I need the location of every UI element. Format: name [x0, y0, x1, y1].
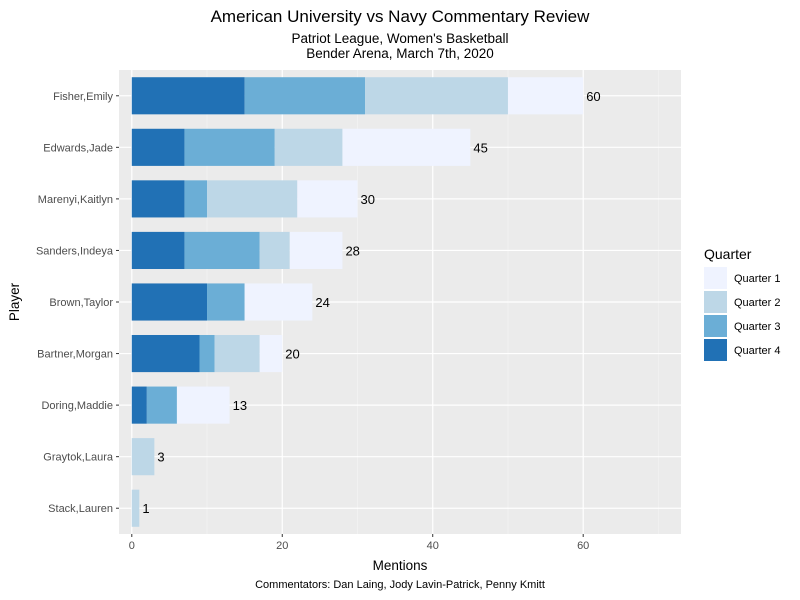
bar-segment — [342, 128, 471, 166]
bar-segment — [207, 283, 245, 321]
bar-segment — [184, 231, 260, 270]
bar-segment — [199, 334, 215, 373]
bar-segment — [131, 283, 208, 321]
legend-key — [704, 339, 727, 361]
y-tick-label: Sanders,Indeya — [36, 245, 114, 257]
bar-segment — [131, 180, 185, 218]
legend-title: Quarter — [704, 246, 752, 262]
bar-segment — [131, 334, 200, 373]
legend-label: Quarter 3 — [734, 321, 780, 333]
legend-label: Quarter 1 — [734, 273, 780, 285]
y-axis-title: Player — [7, 282, 22, 321]
bar-segment — [131, 438, 155, 476]
bar-segment — [207, 180, 298, 218]
bar-segment — [184, 180, 208, 218]
chart-caption: Commentators: Dan Laing, Jody Lavin-Patr… — [255, 579, 545, 591]
bar-segment — [131, 77, 245, 115]
bar-segment — [176, 386, 230, 424]
bar-segment — [244, 283, 313, 321]
legend-label: Quarter 4 — [734, 345, 780, 357]
bar-total-label: 13 — [233, 398, 247, 413]
bar-segment — [131, 128, 185, 166]
bar-segment — [146, 386, 177, 424]
bar-segment — [131, 231, 185, 270]
y-tick-label: Fisher,Emily — [53, 91, 113, 103]
bar-total-label: 3 — [157, 450, 164, 465]
x-tick-label: 20 — [276, 540, 288, 552]
bar-segment — [131, 489, 140, 527]
bar-segment — [259, 231, 290, 270]
y-tick-label: Graytok,Laura — [43, 452, 114, 464]
y-tick-label: Bartner,Morgan — [37, 349, 113, 361]
y-tick-label: Brown,Taylor — [49, 297, 113, 309]
x-axis: 0 20 40 60 — [129, 534, 589, 552]
y-tick-label: Marenyi,Kaitlyn — [38, 194, 113, 206]
bar-total-label: 28 — [345, 243, 359, 258]
x-tick-label: 0 — [129, 540, 135, 552]
x-axis-title: Mentions — [373, 558, 428, 573]
legend-key — [704, 315, 727, 337]
bar-total-label: 45 — [473, 140, 487, 155]
y-tick-label: Stack,Lauren — [48, 503, 113, 515]
x-tick-label: 40 — [427, 540, 439, 552]
legend-label: Quarter 2 — [734, 297, 780, 309]
bar-segment — [365, 77, 508, 115]
bar-segment — [244, 77, 366, 115]
bar-segment — [289, 231, 343, 270]
bar-total-label: 24 — [315, 295, 329, 310]
bar-segment — [259, 334, 283, 373]
total-labels: 60 45 30 28 24 20 13 3 1 — [142, 89, 600, 516]
x-tick-label: 60 — [577, 540, 589, 552]
bars — [131, 77, 584, 527]
legend-key — [704, 267, 727, 289]
bar-segment — [184, 128, 275, 166]
chart-subtitle-line-2: Bender Arena, March 7th, 2020 — [306, 46, 494, 61]
y-axis: Fisher,Emily Edwards,Jade Marenyi,Kaitlyn S… — [36, 91, 119, 515]
legend-key — [704, 291, 727, 313]
bar-segment — [214, 334, 260, 373]
chart-subtitle-line-1: Patriot League, Women's Basketball — [291, 31, 509, 46]
bar-total-label: 20 — [285, 347, 299, 362]
legend: Quarter Quarter 1 Quarter 2 Quarter 3 Quart… — [704, 246, 780, 361]
bar-total-label: 60 — [586, 89, 600, 104]
bar-segment — [274, 128, 343, 166]
chart-title: American University vs Navy Commentary R… — [210, 7, 590, 26]
bar-segment — [131, 386, 147, 424]
bar-segment — [297, 180, 358, 218]
y-tick-label: Edwards,Jade — [43, 142, 113, 154]
bar-segment — [507, 77, 584, 115]
bar-total-label: 1 — [142, 501, 149, 516]
y-tick-label: Doring,Maddie — [41, 400, 113, 412]
bar-total-label: 30 — [360, 192, 374, 207]
